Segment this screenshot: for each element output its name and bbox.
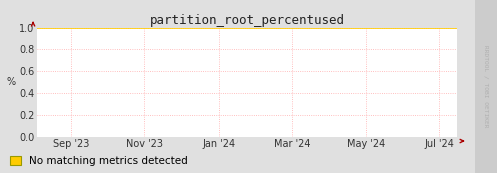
Text: RRDTOOL / TOBI OETIKER: RRDTOOL / TOBI OETIKER xyxy=(483,45,489,128)
Title: partition_root_percentused: partition_root_percentused xyxy=(150,13,345,26)
Y-axis label: %: % xyxy=(6,77,15,87)
Legend: No matching metrics detected: No matching metrics detected xyxy=(10,156,188,166)
